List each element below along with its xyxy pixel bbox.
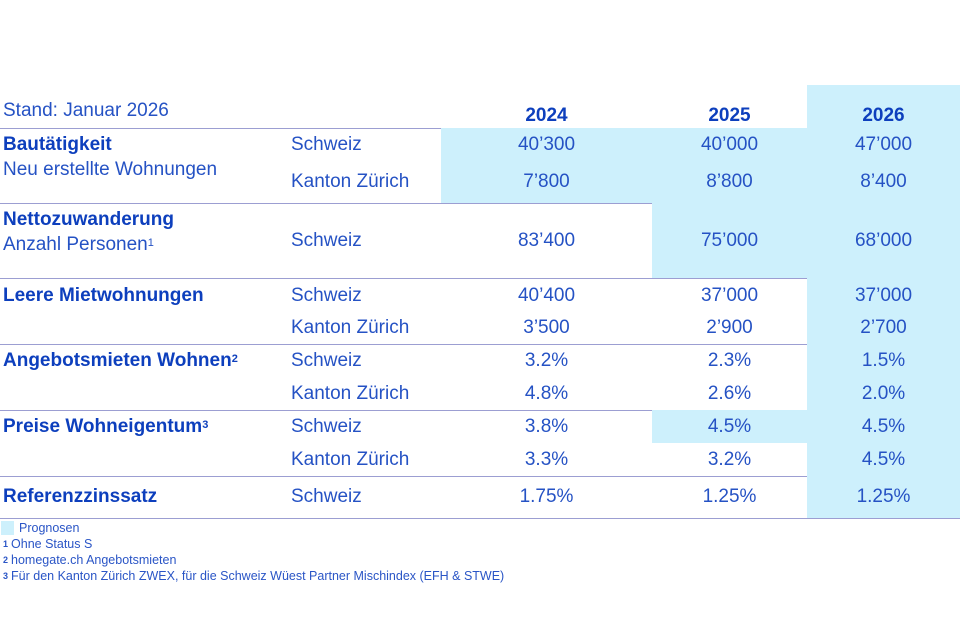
group-title-text: Bautätigkeit [3, 134, 112, 155]
forecast-shading [807, 128, 960, 165]
footnote-ref: 2 [231, 353, 238, 365]
footnote-mark: 3 [3, 571, 9, 581]
value-cell-2026: 4.5% [861, 449, 906, 470]
footnote-mark: 2 [3, 555, 9, 565]
value-cell-2024: 3’500 [523, 317, 570, 338]
rule [0, 203, 960, 204]
footnote-3: 3 Für den Kanton Zürich ZWEX, für die Sch… [3, 568, 504, 584]
group-title: Referenzzinssatz [3, 486, 157, 508]
region-label: Schweiz [291, 230, 362, 251]
forecast-shading [652, 165, 807, 203]
rule [0, 518, 960, 519]
year-header-2024: 2024 [525, 105, 568, 126]
footnote-text: Ohne Status S [11, 537, 93, 551]
forecast-shading [652, 128, 807, 165]
year-header-2025: 2025 [708, 105, 751, 126]
value-cell-2024: 7’800 [523, 171, 570, 192]
group-title-text: Nettozuwanderung [3, 209, 174, 230]
rule [0, 476, 960, 477]
value-cell-2025: 37’000 [700, 285, 759, 306]
region-label: Kanton Zürich [291, 383, 410, 404]
value-cell-2026: 68’000 [854, 230, 913, 251]
legend-swatch [1, 521, 14, 535]
value-cell-2024: 1.75% [519, 486, 574, 507]
value-cell-2025: 8’800 [706, 171, 753, 192]
forecast-shading [652, 203, 807, 278]
group-title: Nettozuwanderung [3, 209, 174, 231]
region-label: Schweiz [291, 486, 362, 507]
region-label: Kanton Zürich [291, 171, 410, 192]
group-title-text: Preise Wohneigentum [3, 416, 203, 437]
forecast-shading [807, 344, 960, 377]
footnote-ref: 3 [202, 419, 209, 431]
value-cell-2025: 75’000 [700, 230, 759, 251]
forecast-shading [807, 311, 960, 344]
group-title: Angebotsmieten Wohnen2 [3, 350, 238, 372]
region-label: Schweiz [291, 285, 362, 306]
group-title: Leere Mietwohnungen [3, 285, 204, 307]
forecast-shading [807, 85, 960, 128]
footnote-mark: 1 [3, 539, 9, 549]
value-cell-2025: 1.25% [702, 486, 757, 507]
group-subtitle-text: Anzahl Personen [3, 234, 148, 255]
value-cell-2024: 3.8% [524, 416, 569, 437]
forecast-shading [441, 165, 652, 203]
group-title-text: Angebotsmieten Wohnen [3, 350, 232, 371]
value-cell-2026: 2.0% [861, 383, 906, 404]
footnote-text: homegate.ch Angebotsmieten [11, 553, 177, 567]
group-subtitle-text: Neu erstellte Wohnungen [3, 159, 218, 180]
value-cell-2025: 2’900 [706, 317, 753, 338]
value-cell-2025: 2.6% [707, 383, 752, 404]
value-cell-2024: 4.8% [524, 383, 569, 404]
footnote-1: 1 Ohne Status S [3, 536, 92, 552]
region-label: Kanton Zürich [291, 317, 410, 338]
footnote-ref: 1 [147, 237, 154, 249]
value-cell-2025: 40’000 [700, 134, 759, 155]
forecast-shading [807, 476, 960, 518]
year-header-2026: 2026 [862, 105, 905, 126]
region-label: Schweiz [291, 134, 362, 155]
group-title-text: Leere Mietwohnungen [3, 285, 204, 306]
forecast-shading [807, 410, 960, 443]
forecast-shading [652, 410, 807, 443]
value-cell-2024: 40’400 [517, 285, 576, 306]
value-cell-2024: 83’400 [517, 230, 576, 251]
value-cell-2026: 1.5% [861, 350, 906, 371]
value-cell-2026: 2’700 [860, 317, 907, 338]
forecast-shading [807, 278, 960, 311]
group-title: Bautätigkeit [3, 134, 112, 156]
value-cell-2026: 8’400 [860, 171, 907, 192]
footnote-text: Für den Kanton Zürich ZWEX, für die Schw… [11, 569, 505, 583]
forecast-shading [807, 377, 960, 410]
value-cell-2025: 4.5% [707, 416, 752, 437]
rule [0, 278, 960, 279]
value-cell-2026: 4.5% [861, 416, 906, 437]
legend-label: Prognosen [19, 521, 80, 535]
value-cell-2026: 1.25% [856, 486, 911, 507]
group-subtitle: Anzahl Personen1 [3, 234, 154, 256]
rule [0, 410, 960, 411]
value-cell-2025: 2.3% [707, 350, 752, 371]
value-cell-2026: 47’000 [854, 134, 913, 155]
stand-date: Stand: Januar 2026 [3, 100, 169, 121]
region-label: Schweiz [291, 350, 362, 371]
forecast-shading [807, 165, 960, 203]
group-title-text: Referenzzinssatz [3, 486, 158, 507]
value-cell-2024: 3.3% [524, 449, 569, 470]
group-subtitle: Neu erstellte Wohnungen [3, 159, 217, 181]
value-cell-2025: 3.2% [707, 449, 752, 470]
forecast-shading [807, 443, 960, 476]
region-label: Schweiz [291, 416, 362, 437]
region-label: Kanton Zürich [291, 449, 410, 470]
forecast-shading [441, 128, 652, 165]
rule [0, 344, 960, 345]
forecast-shading [807, 203, 960, 278]
value-cell-2024: 3.2% [524, 350, 569, 371]
value-cell-2024: 40’300 [517, 134, 576, 155]
footnote-2: 2 homegate.ch Angebotsmieten [3, 552, 176, 568]
value-cell-2026: 37’000 [854, 285, 913, 306]
group-title: Preise Wohneigentum3 [3, 416, 208, 438]
